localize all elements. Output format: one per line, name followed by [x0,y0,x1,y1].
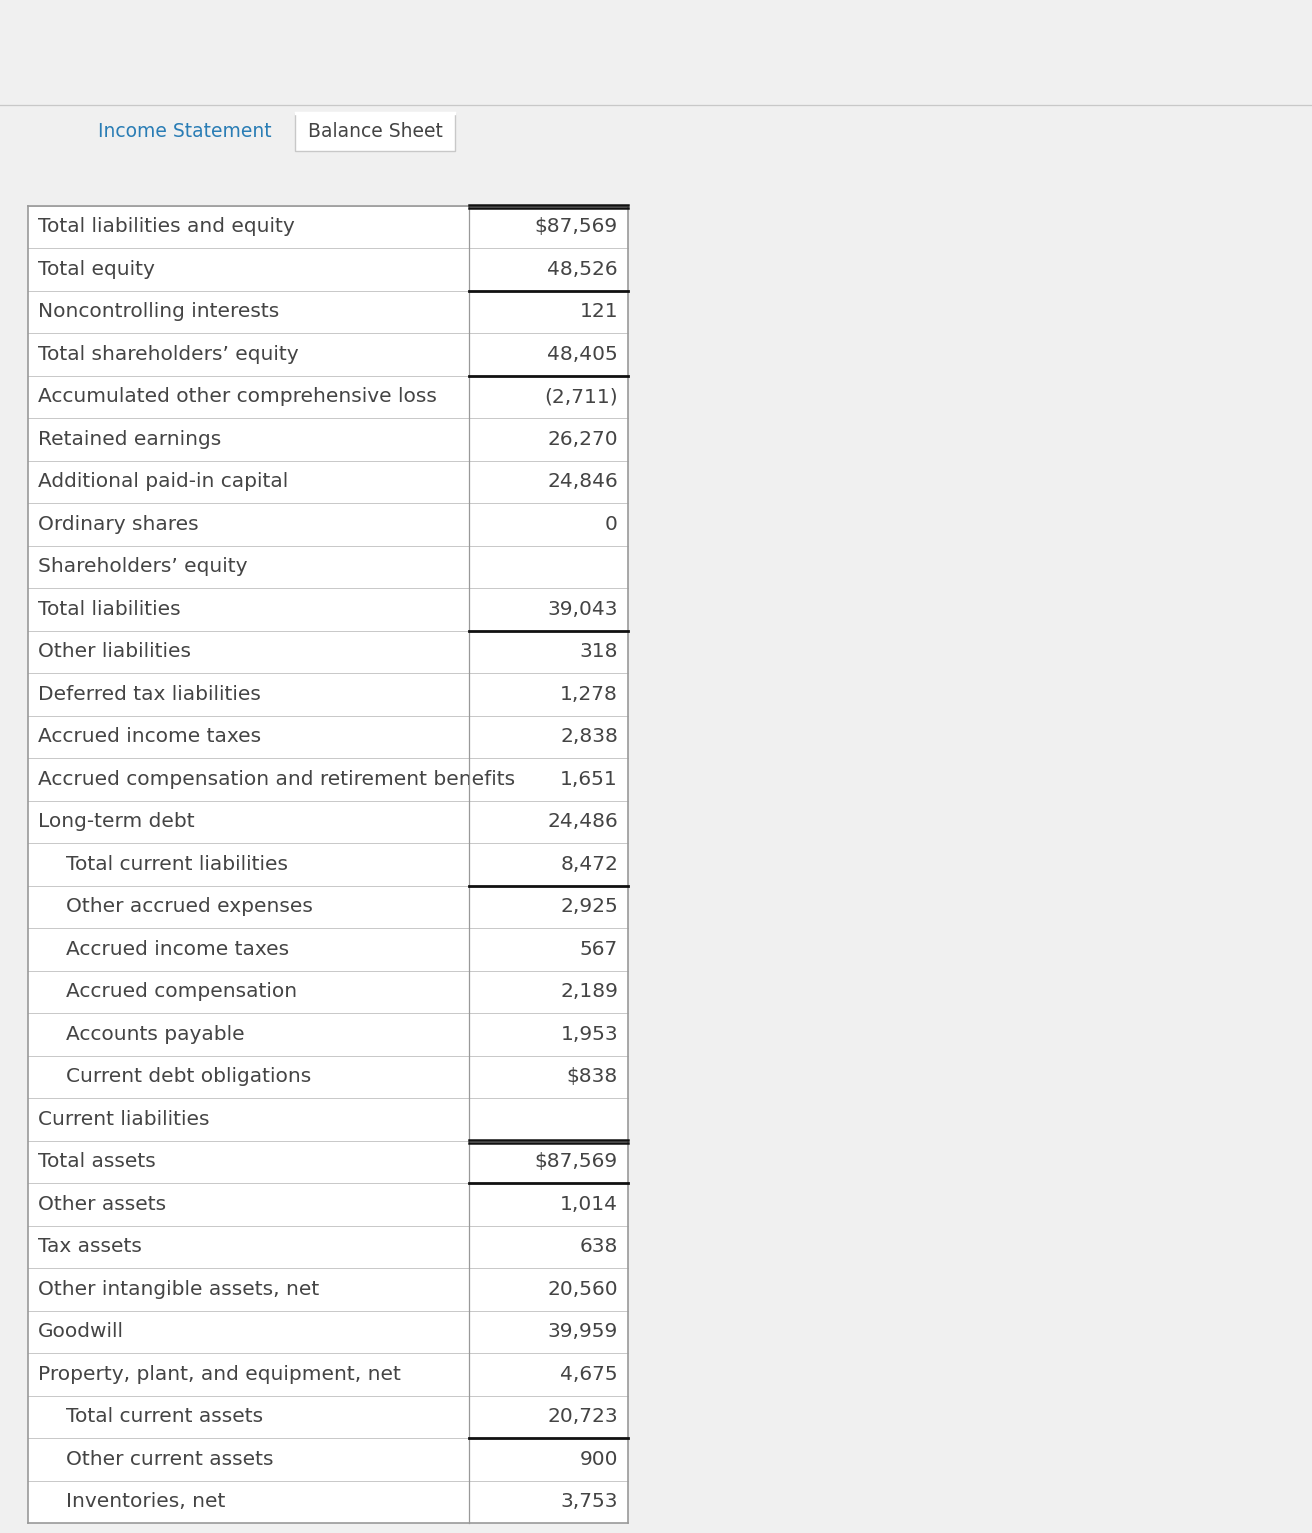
Text: 121: 121 [580,302,618,322]
Text: Total assets: Total assets [38,1153,156,1171]
Text: $87,569: $87,569 [535,1153,618,1171]
Text: Other intangible assets, net: Other intangible assets, net [38,1280,319,1298]
Text: 638: 638 [580,1237,618,1256]
Text: 26,270: 26,270 [547,429,618,449]
Text: Accrued compensation: Accrued compensation [66,983,297,1001]
Text: 39,043: 39,043 [547,599,618,619]
Text: Total shareholders’ equity: Total shareholders’ equity [38,345,299,363]
Text: 20,723: 20,723 [547,1407,618,1426]
Text: Accrued income taxes: Accrued income taxes [66,940,289,958]
Text: 2,838: 2,838 [560,727,618,747]
Text: Accounts payable: Accounts payable [66,1024,244,1044]
Text: 48,526: 48,526 [547,259,618,279]
Text: Other current assets: Other current assets [66,1450,273,1469]
Text: Additional paid-in capital: Additional paid-in capital [38,472,289,491]
Text: Shareholders’ equity: Shareholders’ equity [38,558,248,576]
Text: Total current assets: Total current assets [66,1407,264,1426]
Text: 318: 318 [580,642,618,661]
Text: Ordinary shares: Ordinary shares [38,515,198,533]
Text: Current debt obligations: Current debt obligations [66,1067,311,1087]
Text: Other liabilities: Other liabilities [38,642,192,661]
Text: Other assets: Other assets [38,1194,167,1214]
Text: Total liabilities: Total liabilities [38,599,181,619]
Text: Other accrued expenses: Other accrued expenses [66,897,312,917]
Text: Deferred tax liabilities: Deferred tax liabilities [38,685,261,704]
Text: Accrued compensation and retirement benefits: Accrued compensation and retirement bene… [38,770,516,789]
Text: 2,925: 2,925 [560,897,618,917]
Text: Goodwill: Goodwill [38,1323,125,1341]
Text: (2,711): (2,711) [544,388,618,406]
Text: 48,405: 48,405 [547,345,618,363]
Text: Long-term debt: Long-term debt [38,812,194,831]
Text: Property, plant, and equipment, net: Property, plant, and equipment, net [38,1364,401,1384]
Text: Total equity: Total equity [38,259,155,279]
Text: 3,753: 3,753 [560,1492,618,1512]
Text: 900: 900 [580,1450,618,1469]
Text: 1,651: 1,651 [560,770,618,789]
Text: Total current liabilities: Total current liabilities [66,855,289,874]
Text: 1,278: 1,278 [560,685,618,704]
Text: Total liabilities and equity: Total liabilities and equity [38,218,295,236]
Text: 1,014: 1,014 [560,1194,618,1214]
Text: Accumulated other comprehensive loss: Accumulated other comprehensive loss [38,388,437,406]
Text: 1,953: 1,953 [560,1024,618,1044]
Text: 4,675: 4,675 [560,1364,618,1384]
Bar [28,205,628,1522]
Text: 0: 0 [605,515,618,533]
Text: Retained earnings: Retained earnings [38,429,222,449]
Text: 24,486: 24,486 [547,812,618,831]
Text: 24,846: 24,846 [547,472,618,491]
Text: Accrued income taxes: Accrued income taxes [38,727,261,747]
Text: 2,189: 2,189 [560,983,618,1001]
Text: Inventories, net: Inventories, net [66,1492,226,1512]
Text: 567: 567 [580,940,618,958]
Text: Income Statement: Income Statement [98,123,272,141]
Text: Current liabilities: Current liabilities [38,1110,210,1128]
Text: $838: $838 [567,1067,618,1087]
Text: 8,472: 8,472 [560,855,618,874]
Bar [295,112,455,150]
Text: Tax assets: Tax assets [38,1237,142,1256]
Text: Balance Sheet: Balance Sheet [307,123,442,141]
Text: 39,959: 39,959 [547,1323,618,1341]
Text: Noncontrolling interests: Noncontrolling interests [38,302,279,322]
Text: $87,569: $87,569 [535,218,618,236]
Text: 20,560: 20,560 [547,1280,618,1298]
